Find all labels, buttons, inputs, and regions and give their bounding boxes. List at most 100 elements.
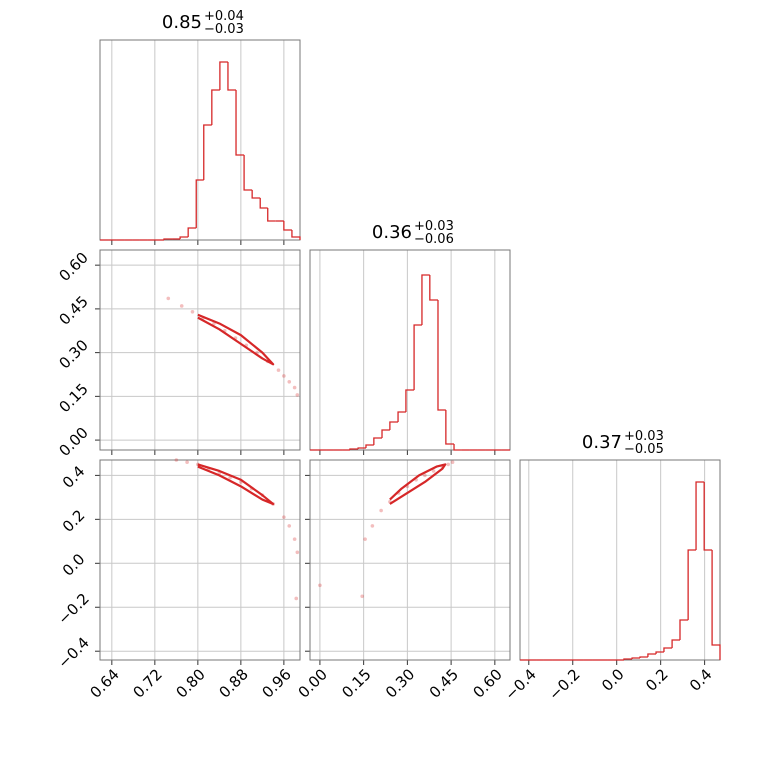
hist-step <box>373 437 383 445</box>
panel-title-plus: +0.03 <box>624 429 664 444</box>
y-tick-label: 0.2 <box>59 506 89 536</box>
hist-step <box>389 421 399 430</box>
panel-title-value: 0.85 <box>162 12 202 33</box>
axes: −0.4 −0.2 0.0 0.2 0.4 <box>501 460 716 704</box>
sample-point <box>166 296 171 301</box>
panel-title-minus: −0.06 <box>414 232 454 247</box>
hist-step <box>663 647 673 652</box>
x-tick-label: 0.4 <box>686 665 716 695</box>
hist-step <box>203 124 212 180</box>
sample-point <box>318 583 322 588</box>
hist-step <box>421 274 430 325</box>
hist-step <box>195 179 204 228</box>
axes-frame <box>99 249 301 451</box>
sample-point <box>174 458 179 462</box>
axes <box>319 250 496 455</box>
sample-point <box>379 508 383 513</box>
sample-point <box>292 385 297 390</box>
hist-step <box>647 653 657 657</box>
axes <box>111 40 285 245</box>
x-tick-label: 0.96 <box>259 665 295 701</box>
y-tick-label: 0.45 <box>55 292 91 328</box>
hist-step <box>445 410 455 445</box>
hist-step <box>219 61 228 90</box>
sample-point <box>370 524 375 528</box>
axes-frame <box>309 249 511 451</box>
hist-step <box>251 190 261 199</box>
sample-point <box>282 374 286 378</box>
hist-step <box>711 550 721 660</box>
x-tick-label: 0.00 <box>295 665 331 701</box>
sample-point <box>294 596 299 601</box>
y-tick-label: 0.60 <box>55 249 91 285</box>
x-tick-label: 0.15 <box>338 665 374 701</box>
y-tick-label: −0.2 <box>54 590 92 628</box>
hist-step <box>397 411 406 422</box>
hist-step <box>291 230 301 240</box>
density-contour <box>197 313 275 366</box>
hist-step <box>687 549 697 620</box>
hist-step <box>187 227 197 237</box>
y-tick-label: −0.4 <box>54 634 92 672</box>
hist-step <box>227 62 237 91</box>
x-tick-label: 0.64 <box>86 665 122 701</box>
hist-step <box>639 656 648 658</box>
x-tick-label: 0.88 <box>216 665 252 701</box>
x-tick-label: 0.72 <box>129 665 165 701</box>
density-contour <box>389 463 447 505</box>
x-tick-label: 0.30 <box>382 665 418 701</box>
hist-step <box>655 651 664 654</box>
x-tick-label: 0.80 <box>173 665 209 701</box>
hist-step <box>349 448 359 450</box>
panel-title-plus: +0.03 <box>414 219 454 234</box>
sample-point <box>450 460 455 464</box>
panel-title-minus: −0.03 <box>204 22 244 37</box>
hist-step <box>695 481 705 550</box>
density-contour <box>197 463 275 506</box>
y-tick-label: 0.0 <box>59 550 89 580</box>
axes-frame <box>519 459 721 661</box>
hist-step <box>179 236 189 239</box>
sample-point <box>295 393 300 397</box>
sample-point <box>363 537 367 541</box>
sample-point <box>282 515 286 519</box>
axes-frame <box>99 39 301 241</box>
axes-frame <box>99 459 301 661</box>
y-tick-label: 0.30 <box>55 336 91 372</box>
panel-title-value: 0.37 <box>582 432 622 453</box>
sample-point <box>179 304 184 308</box>
y-tick-label: 0.15 <box>55 380 91 416</box>
hist-step <box>243 155 253 191</box>
panel-title-plus: +0.04 <box>204 9 244 24</box>
x-tick-label: 0.0 <box>598 665 628 695</box>
hist-step <box>405 389 415 412</box>
sample-point <box>292 537 297 541</box>
hist-step <box>357 447 366 449</box>
hist-step <box>259 198 268 209</box>
hist-step <box>437 300 446 411</box>
sample-point <box>185 460 189 464</box>
x-tick-label: −0.4 <box>501 665 539 703</box>
hist-step <box>163 238 173 240</box>
axes-frame <box>309 459 511 661</box>
x-tick-label: 0.2 <box>642 665 672 695</box>
hist-step <box>679 619 689 640</box>
hist-step <box>453 444 462 451</box>
panel-title-minus: −0.05 <box>624 442 664 457</box>
hist-step <box>365 444 374 448</box>
hist-step <box>267 208 276 222</box>
hist-step <box>381 429 390 438</box>
x-tick-label: 0.45 <box>426 665 462 701</box>
sample-point <box>423 473 427 478</box>
hist-step <box>211 89 220 125</box>
hist-step <box>283 221 292 231</box>
panel-title-value: 0.36 <box>372 222 412 243</box>
sample-point <box>287 379 292 384</box>
hist-step <box>671 639 680 648</box>
hist-step <box>631 657 640 659</box>
sample-point <box>276 368 281 372</box>
sample-point <box>446 462 450 467</box>
sample-point <box>287 524 292 528</box>
hist-step <box>413 324 422 390</box>
